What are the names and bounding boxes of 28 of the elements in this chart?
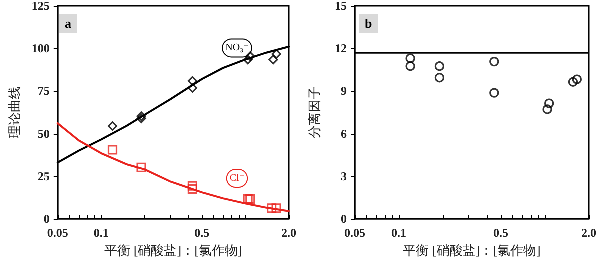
y-tick-label: 9 xyxy=(341,84,347,98)
x-tick-label: 0.1 xyxy=(94,226,109,240)
y-tick-label: 12 xyxy=(335,42,347,56)
x-tick-label: 0.05 xyxy=(344,226,366,240)
y-tick-label: 75 xyxy=(38,84,50,98)
annotation: a xyxy=(65,16,72,31)
y-axis-title: 分离因子 xyxy=(307,86,322,138)
y-tick-label: 50 xyxy=(38,126,50,141)
series-label: Cl⁻ xyxy=(230,173,245,184)
y-tick-label: 125 xyxy=(32,0,50,13)
y-tick-label: 25 xyxy=(38,169,50,184)
y-tick-label: 15 xyxy=(335,0,347,13)
y-tick-label: 6 xyxy=(341,126,347,141)
y-tick-label: 0 xyxy=(44,212,50,226)
x-axis-title: 平衡 [硝酸盐]：[氯作物] xyxy=(104,242,242,258)
x-tick-label: 2.0 xyxy=(282,226,296,240)
x-tick-label: 0.05 xyxy=(47,226,68,240)
x-axis-title: 平衡 [硝酸盐]：[氯作物] xyxy=(403,242,541,258)
y-tick-label: 3 xyxy=(341,169,347,184)
x-tick-label: 0.5 xyxy=(494,226,509,240)
x-tick-label: 0.5 xyxy=(194,226,210,240)
y-tick-label: 100 xyxy=(32,42,50,56)
series-label: NO₃⁻ xyxy=(226,42,249,54)
x-tick-label: 2.0 xyxy=(582,226,596,240)
y-axis-title: 理论曲线 xyxy=(7,86,22,138)
annotation: b xyxy=(365,16,372,31)
y-tick-label: 0 xyxy=(341,212,347,226)
x-tick-label: 0.1 xyxy=(391,226,406,240)
